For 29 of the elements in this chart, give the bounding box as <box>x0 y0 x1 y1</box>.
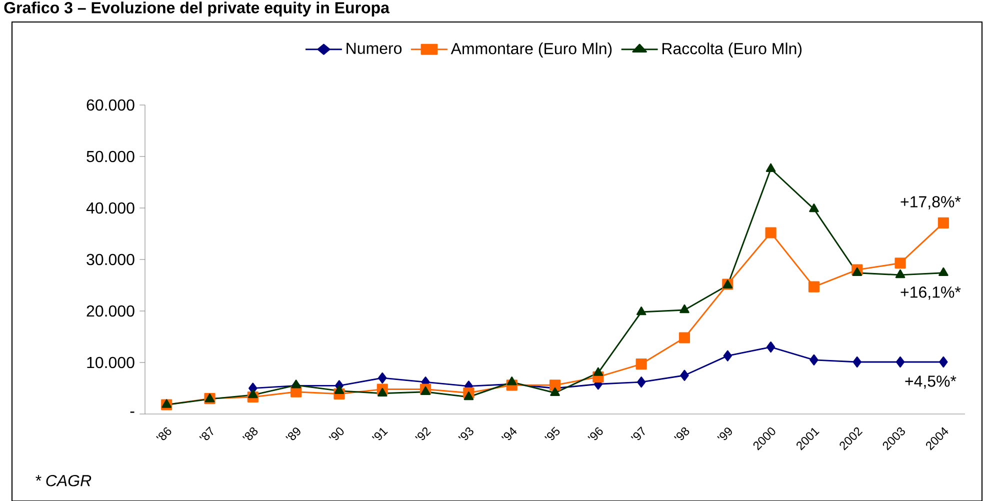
x-tick-label: '93 <box>458 427 474 440</box>
y-tick-label: 30.000 <box>86 254 134 266</box>
y-tick-label: - <box>130 412 134 413</box>
text: * CAGR <box>36 474 92 486</box>
x-tick-label: '90 <box>328 428 344 440</box>
x-tick-label: '98 <box>674 427 690 440</box>
x-tick-label: '91 <box>372 428 388 440</box>
chart-title: Grafico 3 – Evoluzione del private equity in Europa <box>4 2 390 17</box>
x-tick-label: '95 <box>544 426 560 440</box>
x-tick-label: '99 <box>717 428 732 440</box>
annotation: +17,8%* <box>900 196 961 210</box>
legend-label: Numero <box>346 42 402 54</box>
x-tick-label: '97 <box>630 426 645 440</box>
y-tick-label: 60.000 <box>86 99 134 111</box>
legend-label: Raccolta (Euro Mln) <box>662 42 802 58</box>
y-tick-label: 50.000 <box>86 150 134 162</box>
x-tick-label: '88 <box>242 427 258 440</box>
x-tick-label: '92 <box>415 427 432 440</box>
y-tick-label: 10.000 <box>87 356 134 368</box>
x-tick-label: '96 <box>588 427 603 440</box>
annotation: +4,5%* <box>905 376 956 389</box>
y-tick-label: 20.000 <box>86 305 134 317</box>
annotation: +16,1%* <box>900 286 961 300</box>
x-tick-label: '87 <box>199 426 214 440</box>
x-tick-label: '86 <box>156 427 172 440</box>
legend-label: Ammontare (Euro Mln) <box>450 42 612 58</box>
x-tick-label: '89 <box>286 428 300 440</box>
x-tick-label: '94 <box>501 427 517 440</box>
y-tick-label: 40.000 <box>86 202 134 214</box>
